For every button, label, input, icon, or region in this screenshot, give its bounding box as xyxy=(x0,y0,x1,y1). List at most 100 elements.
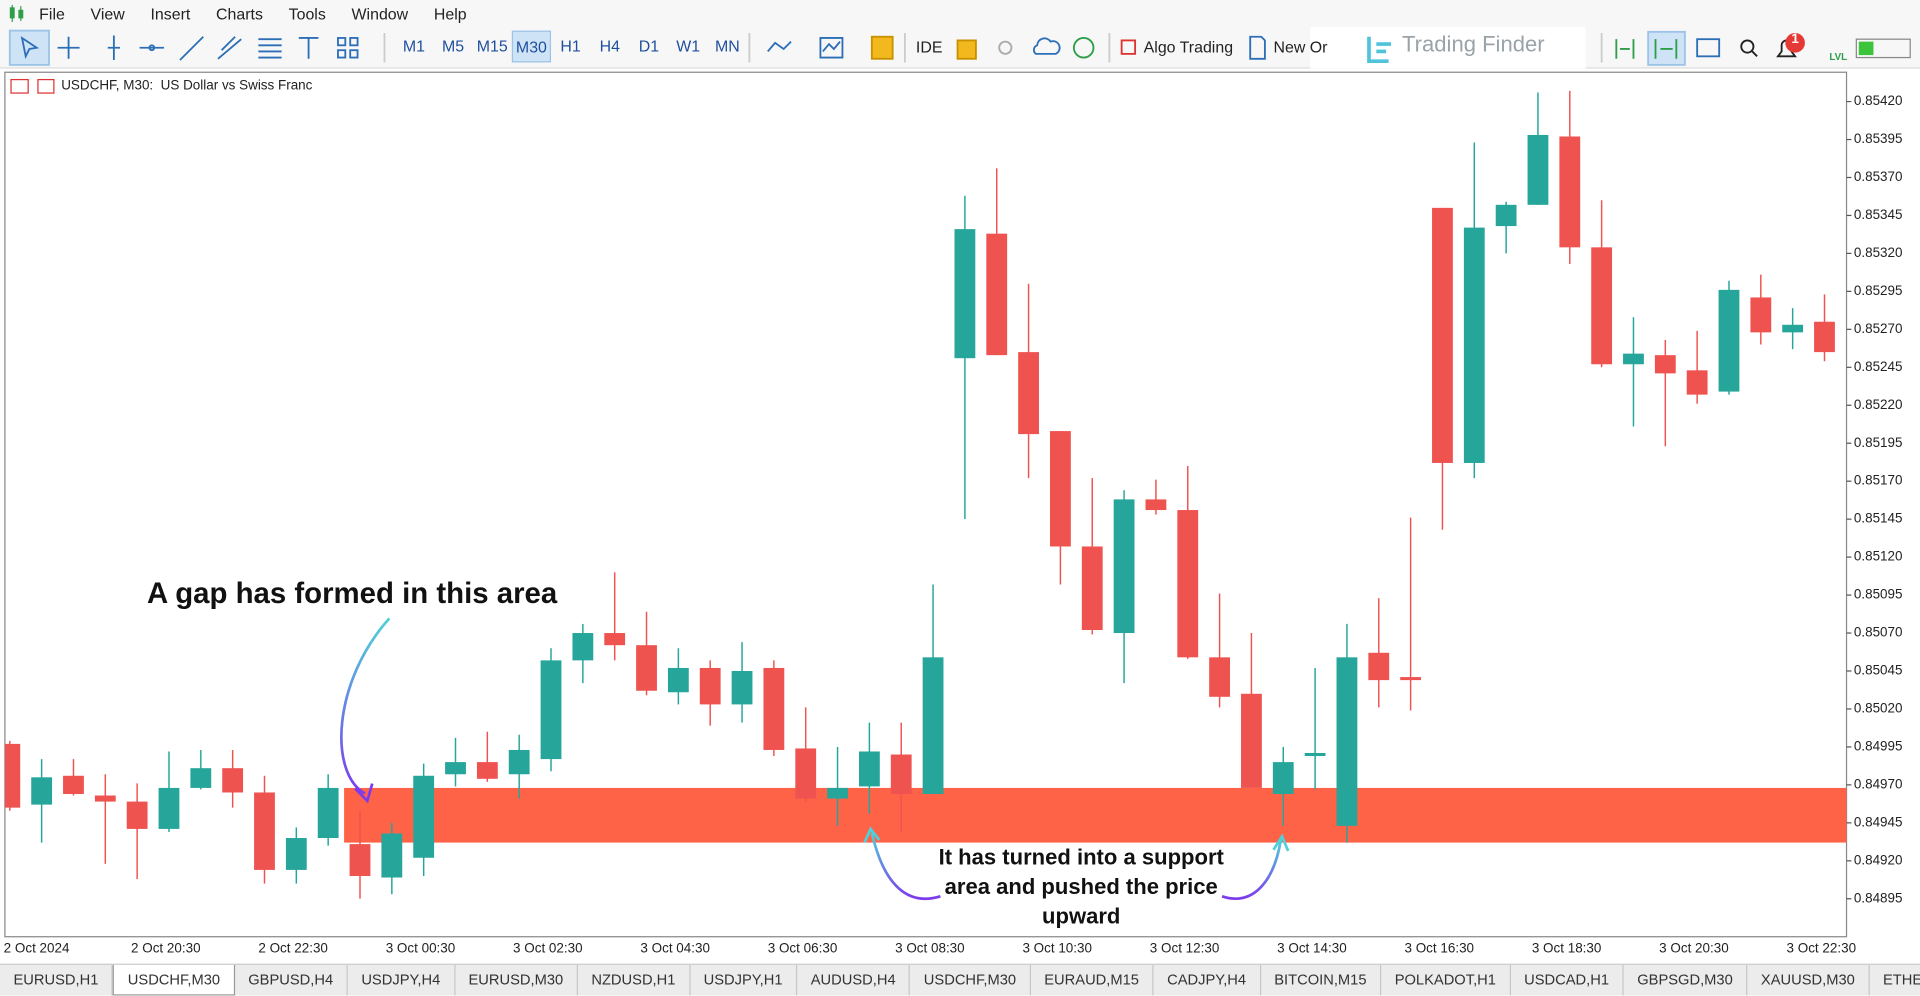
x-tick-label: 2 Oct 2024 xyxy=(4,941,70,956)
y-tick-label: 0.84995 xyxy=(1854,738,1903,753)
menu-item[interactable]: Insert xyxy=(150,4,191,23)
candle-body xyxy=(126,801,148,829)
candle-body xyxy=(4,743,21,808)
candle-body xyxy=(254,792,275,870)
chart-tabs: EURUSD,H1 USDCHF,M30 GBPUSD,H4 USDJPY,H4 EUR… xyxy=(0,963,1920,996)
new-order-button[interactable]: New Or xyxy=(1273,37,1328,57)
x-tick-label: 2 Oct 20:30 xyxy=(131,941,201,956)
candle-body xyxy=(349,844,371,876)
menu-item[interactable]: Tools xyxy=(288,4,326,23)
y-tick-label: 0.85020 xyxy=(1854,701,1903,716)
chart-tab[interactable]: XAUUSD,M30 xyxy=(1747,964,1870,996)
candle-body xyxy=(285,838,307,870)
timeframe-button[interactable]: M30 xyxy=(511,30,552,63)
chart-tab[interactable]: USDCHF,M30 xyxy=(910,964,1031,996)
candle-body xyxy=(604,633,626,646)
menu-item[interactable]: File xyxy=(39,4,65,23)
y-tick-label: 0.85345 xyxy=(1854,207,1903,222)
timeframe-button[interactable]: W1 xyxy=(676,36,701,56)
candle-body xyxy=(1113,499,1135,634)
candle-body xyxy=(1559,136,1581,248)
chart-tab[interactable]: BITCOIN,M15 xyxy=(1261,964,1382,996)
candle-body xyxy=(986,233,1008,356)
chart-tab[interactable]: CADJPY,H4 xyxy=(1154,964,1261,996)
chart-tab[interactable]: USDJPY,H4 xyxy=(348,964,455,996)
candle-body xyxy=(1145,499,1167,511)
candle-body xyxy=(1050,431,1071,547)
x-tick-label: 2 Oct 22:30 xyxy=(258,941,328,956)
candle-body xyxy=(1272,762,1294,794)
candle-body xyxy=(1241,693,1262,788)
chart-tab[interactable]: USDJPY,H1 xyxy=(690,964,798,996)
chart-tab[interactable]: EURUSD,M30 xyxy=(455,964,578,996)
candle-body xyxy=(1463,227,1485,463)
timeframe-button[interactable]: MN xyxy=(714,36,740,56)
ide-button[interactable]: IDE xyxy=(915,37,943,57)
y-tick-label: 0.85170 xyxy=(1854,473,1903,488)
chart-tab[interactable]: EURAUD,M15 xyxy=(1031,964,1154,996)
chart-tab[interactable]: USDCAD,H1 xyxy=(1511,964,1624,996)
timeframe-button[interactable]: M5 xyxy=(442,36,465,56)
candle-body xyxy=(890,754,912,794)
x-tick-label: 3 Oct 14:30 xyxy=(1277,941,1347,956)
candle-body xyxy=(158,787,180,829)
candle-body xyxy=(413,775,435,858)
logo-text: Trading Finder xyxy=(1402,31,1545,57)
menu-item[interactable]: Window xyxy=(351,4,409,23)
y-tick-label: 0.85095 xyxy=(1854,587,1903,602)
candle-body xyxy=(317,787,339,839)
candle-body xyxy=(1336,657,1358,826)
candle-body xyxy=(827,787,848,799)
y-tick-label: 0.85320 xyxy=(1854,245,1903,260)
candle-body xyxy=(94,795,116,802)
y-tick-label: 0.85045 xyxy=(1854,663,1903,678)
y-tick-label: 0.85070 xyxy=(1854,625,1903,640)
candle-body xyxy=(922,657,944,794)
candle-body xyxy=(795,748,817,799)
chart-tab[interactable]: EURUSD,H1 xyxy=(0,964,114,996)
candle-body xyxy=(222,768,244,793)
chart-tab[interactable]: AUDUSD,H4 xyxy=(797,964,911,996)
annotation-gap: A gap has formed in this area xyxy=(147,577,558,610)
chart-tab[interactable]: GBPSGD,M30 xyxy=(1624,964,1748,996)
chart-tab[interactable]: ETHE xyxy=(1870,965,1920,996)
candle-body xyxy=(1718,289,1740,392)
candle-body xyxy=(1750,297,1772,333)
candle-body xyxy=(1368,652,1390,681)
y-tick-label: 0.85370 xyxy=(1854,169,1903,184)
candle-body xyxy=(63,775,84,794)
chart-tab[interactable]: USDCHF,M30 xyxy=(113,964,235,996)
candle-body xyxy=(1209,657,1231,697)
candle-body xyxy=(381,833,403,878)
chart-header: USDCHF, M30: US Dollar vs Swiss Franc xyxy=(10,77,313,94)
candle-body xyxy=(572,633,594,661)
y-tick-label: 0.85295 xyxy=(1854,283,1903,298)
candle-body xyxy=(190,768,212,788)
timeframe-button[interactable]: M1 xyxy=(402,36,425,56)
toolbar: M1 M5 M15 M30 H1 H4 D1 W1 MN IDE Algo Trading Ne… xyxy=(0,26,1920,69)
notification-badge[interactable]: 1 xyxy=(1791,31,1799,47)
y-tick-label: 0.85195 xyxy=(1854,435,1903,450)
candle-body xyxy=(1623,353,1644,365)
chart-tab[interactable]: NZDUSD,H1 xyxy=(578,964,691,996)
chart-tab[interactable]: GBPUSD,H4 xyxy=(235,964,348,996)
candle-body xyxy=(636,645,657,691)
candle-body xyxy=(508,749,530,775)
chart-tab[interactable]: POLKADOT,H1 xyxy=(1381,964,1511,996)
x-tick-label: 3 Oct 02:30 xyxy=(513,941,583,956)
y-tick-label: 0.84895 xyxy=(1854,890,1903,905)
timeframe-button[interactable]: H1 xyxy=(560,36,581,56)
timeframe-button[interactable]: M15 xyxy=(476,36,508,56)
timeframe-button[interactable]: H4 xyxy=(599,36,620,56)
x-tick-label: 3 Oct 12:30 xyxy=(1150,941,1220,956)
chart-title: USDCHF, M30: US Dollar vs Swiss Franc xyxy=(61,77,312,92)
candle-body xyxy=(1495,204,1517,227)
algo-trading-button[interactable]: Algo Trading xyxy=(1143,37,1234,57)
menu-item[interactable]: View xyxy=(90,4,125,23)
candle-body xyxy=(31,777,53,805)
y-tick-label: 0.85420 xyxy=(1854,93,1903,108)
menu-item[interactable]: Help xyxy=(433,4,467,23)
menu-item[interactable]: Charts xyxy=(216,4,263,23)
timeframe-button[interactable]: D1 xyxy=(638,36,660,56)
